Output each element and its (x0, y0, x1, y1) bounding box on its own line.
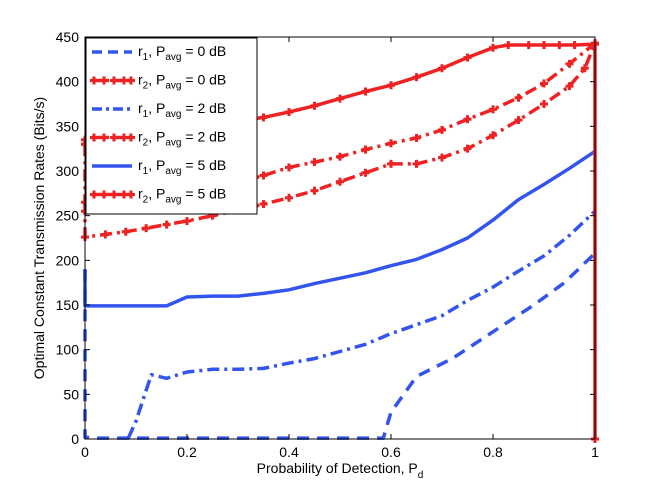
legend-label-part: avg (165, 138, 181, 149)
legend-label: r2, Pavg = 2 dB (138, 129, 226, 149)
y-tick-label: 250 (56, 208, 80, 224)
y-axis-label: Optimal Constant Transmission Rates (Bit… (31, 97, 47, 379)
legend-label-part: avg (165, 166, 181, 177)
x-axis-label: Probability of Detection, Pd (257, 460, 424, 481)
legend-label: r1, Pavg = 5 dB (138, 157, 226, 177)
y-tick-label: 50 (63, 386, 79, 402)
y-tick-label: 150 (56, 297, 80, 313)
legend-box (85, 37, 258, 215)
legend-label-part: , P (148, 100, 165, 116)
legend-label-part: = 0 dB (181, 43, 226, 59)
legend-label-part: avg (165, 195, 181, 206)
series-line (83, 251, 597, 440)
y-tick-label: 300 (56, 163, 80, 179)
y-tick-label: 450 (56, 29, 80, 45)
legend-label: r1, Pavg = 0 dB (138, 43, 226, 63)
legend-label-part: , P (148, 157, 165, 173)
legend-label-part: , P (148, 129, 165, 145)
legend-label-part: 2 (143, 138, 149, 149)
series-line (83, 149, 596, 308)
legend-label: r2, Pavg = 0 dB (138, 72, 226, 92)
legend-label-part: = 2 dB (181, 129, 226, 145)
x-tick-label: 0.6 (381, 444, 401, 460)
legend-item: r1, Pavg = 5 dB (92, 157, 226, 177)
legend-label-part: = 2 dB (181, 100, 226, 116)
legend-label-part: 2 (143, 195, 149, 206)
legend-label-part: r (138, 186, 143, 202)
legend-item: r2, Pavg = 5 dB (90, 186, 226, 206)
x-tick-label: 0.8 (483, 444, 503, 460)
legend-label-part: r (138, 129, 143, 145)
y-tick-label: 100 (56, 342, 80, 358)
series-1 (83, 251, 597, 440)
x-tick-label: 0 (81, 444, 89, 460)
legend-label-part: = 5 dB (181, 186, 226, 202)
y-tick-label: 350 (56, 118, 80, 134)
legend-label-part: 1 (143, 166, 149, 177)
legend-label-part: = 5 dB (181, 157, 226, 173)
x-axis-label-sub: d (418, 470, 424, 481)
legend-item: r2, Pavg = 0 dB (90, 72, 226, 92)
series-5 (83, 149, 596, 308)
legend-label-part: , P (148, 72, 165, 88)
legend-label: r1, Pavg = 2 dB (138, 100, 226, 120)
legend-label-part: r (138, 157, 143, 173)
legend-label-part: 2 (143, 81, 149, 92)
ticks-layer: 0 0.2 0.4 0.6 0.8 1 0 50 100 150 200 250 300 350 400 45… (56, 29, 599, 460)
x-tick-label: 0.4 (279, 444, 299, 460)
legend-label-part: 1 (143, 109, 149, 120)
x-tick-label: 0.2 (177, 444, 197, 460)
legend-label-part: = 0 dB (181, 72, 226, 88)
series-3 (126, 209, 597, 439)
legend-item: r1, Pavg = 0 dB (92, 43, 226, 63)
legend-label: r2, Pavg = 5 dB (138, 186, 226, 206)
x-axis-label-main: Probability of Detection, P (257, 460, 418, 476)
plot-frame (84, 36, 596, 440)
legend-item: r2, Pavg = 2 dB (90, 129, 226, 149)
legend-label-part: avg (165, 109, 181, 120)
legend-label-part: r (138, 43, 143, 59)
y-tick-label: 0 (71, 431, 79, 447)
y-tick-label: 400 (56, 74, 80, 90)
legend-label-part: r (138, 100, 143, 116)
legend-label-part: avg (165, 81, 181, 92)
legend-label-part: avg (165, 52, 181, 63)
legend-item: r1, Pavg = 2 dB (92, 100, 226, 120)
series-line (126, 209, 597, 439)
x-tick-label: 1 (591, 444, 599, 460)
series-layer (81, 39, 599, 443)
legend-label-part: , P (148, 43, 165, 59)
legend-label-part: r (138, 72, 143, 88)
legend-label-part: , P (148, 186, 165, 202)
y-tick-label: 200 (56, 252, 80, 268)
legend-label-part: 1 (143, 52, 149, 63)
